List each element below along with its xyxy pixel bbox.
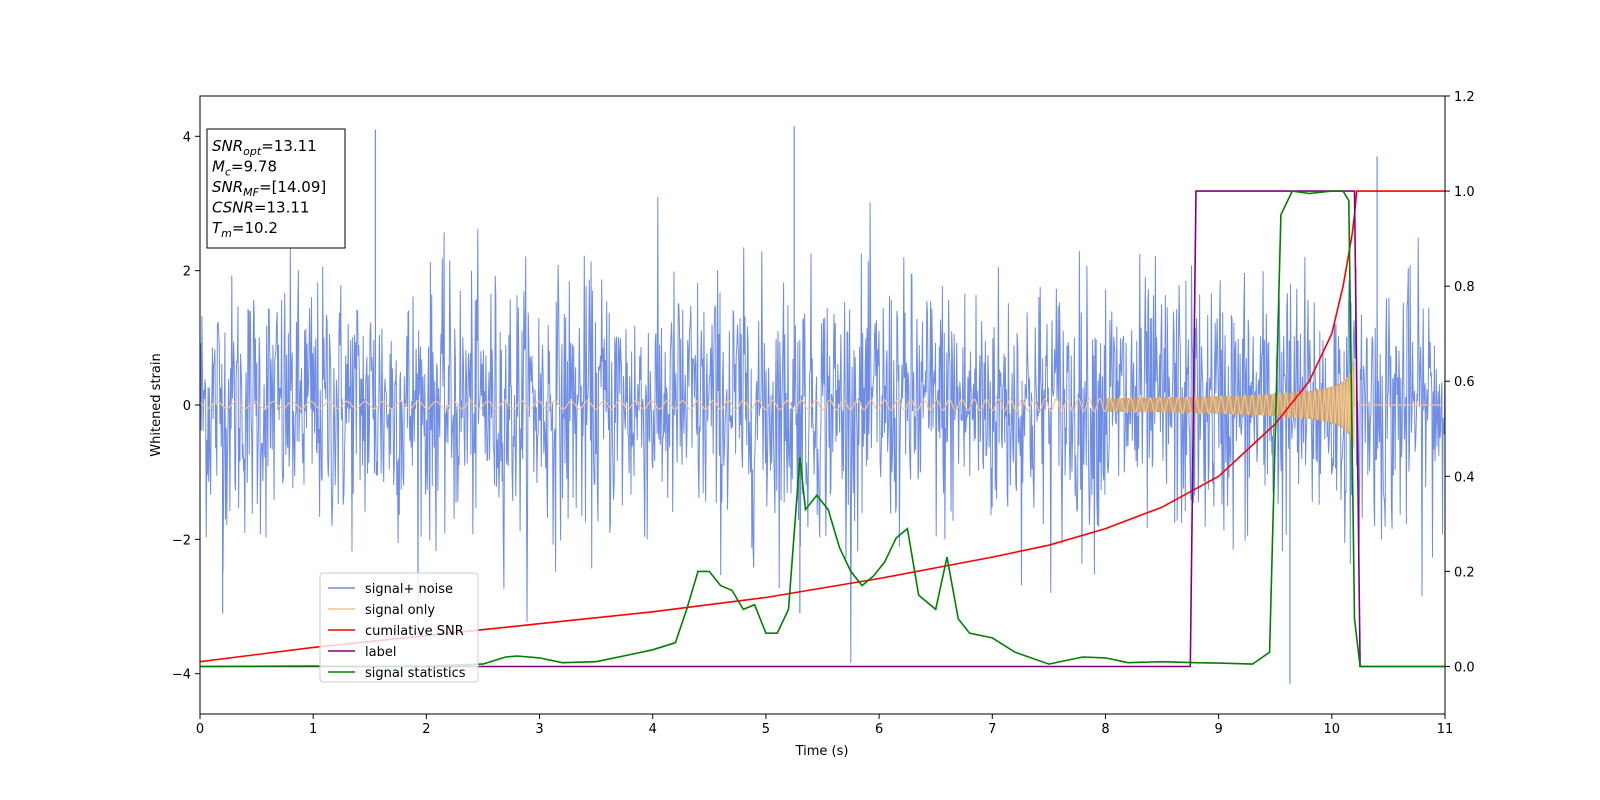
annotation-value: =13.11 xyxy=(254,199,310,217)
annotation-line: SNRopt=13.11 xyxy=(212,137,317,158)
annotation-variable: M xyxy=(212,158,225,176)
x-tick-label: 0 xyxy=(196,722,204,737)
x-axis-label: Time (s) xyxy=(795,744,849,759)
y-axis-label: Whitened strain xyxy=(149,353,164,456)
x-tick-label: 2 xyxy=(422,722,430,737)
legend-label: cumilative SNR xyxy=(365,624,464,639)
y-axis-right: 0.0 0.2 0.4 0.6 0.8 1.0 1.2 xyxy=(1445,90,1475,675)
x-tick-label: 3 xyxy=(535,722,543,737)
x-tick-label: 5 xyxy=(762,722,770,737)
x-tick-label: 1 xyxy=(309,722,317,737)
y-right-tick-label: 0.6 xyxy=(1454,375,1475,390)
y-left-tick-label: −4 xyxy=(172,668,191,683)
y-right-tick-label: 0.4 xyxy=(1454,470,1475,485)
annotation-box: SNRopt=13.11Mc=9.78SNRMF=[14.09]CSNR=13.… xyxy=(206,128,346,249)
legend-label: signal statistics xyxy=(365,666,466,681)
annotation-box-frame xyxy=(206,128,346,249)
series-signal-plus-noise xyxy=(200,126,1445,684)
annotation-variable: T xyxy=(212,219,223,237)
signal-statistics-line xyxy=(200,190,1445,668)
y-right-tick-label: 0.2 xyxy=(1454,565,1475,580)
legend-label: label xyxy=(365,645,396,660)
y-right-tick-label: 1.2 xyxy=(1454,90,1475,105)
y-right-tick-label: 0.0 xyxy=(1454,660,1475,675)
signal-plus-noise-line xyxy=(200,196,1445,664)
annotation-value: =9.78 xyxy=(231,158,277,176)
legend-label: signal only xyxy=(365,603,435,618)
y-axis-left: −4 −2 0 2 4 xyxy=(172,130,200,683)
annotation-line: CSNR=13.11 xyxy=(212,199,309,217)
y-left-tick-label: 4 xyxy=(183,130,191,145)
x-tick-label: 9 xyxy=(1214,722,1222,737)
x-tick-label: 10 xyxy=(1324,722,1341,737)
x-tick-label: 8 xyxy=(1101,722,1109,737)
signal-only-envelope xyxy=(1105,358,1355,452)
x-tick-label: 6 xyxy=(875,722,883,737)
y-left-tick-label: 2 xyxy=(183,265,191,280)
annotation-subscript: c xyxy=(225,166,231,179)
cumilative-snr-line xyxy=(200,190,1445,663)
annotation-value: =13.11 xyxy=(261,137,317,155)
series-signal-only xyxy=(200,358,1445,452)
y-right-tick-label: 1.0 xyxy=(1454,185,1475,200)
annotation-variable: SNR xyxy=(212,178,243,196)
signal-only-line xyxy=(200,368,1445,446)
annotation-value: =[14.09] xyxy=(259,178,326,196)
y-left-tick-label: −2 xyxy=(172,533,191,548)
x-tick-label: 4 xyxy=(649,722,657,737)
annotation-subscript: opt xyxy=(243,145,262,158)
annotation-variable: SNR xyxy=(212,137,243,155)
annotation-value: =10.2 xyxy=(232,219,278,237)
annotation-subscript: m xyxy=(221,227,232,240)
annotation-line: SNRMF=[14.09] xyxy=(212,178,326,199)
annotation-subscript: MF xyxy=(243,186,259,199)
y-left-tick-label: 0 xyxy=(183,399,191,414)
legend: signal+ noise signal only cumilative SNR la… xyxy=(319,572,479,683)
annotation-variable: CSNR xyxy=(212,199,254,217)
x-tick-label: 7 xyxy=(988,722,996,737)
x-axis: 0 1 2 3 4 5 6 7 8 9 10 11 xyxy=(196,714,1453,737)
plot-area xyxy=(200,126,1445,684)
annotation-line: Tm=10.2 xyxy=(212,219,278,240)
legend-label: signal+ noise xyxy=(365,582,453,597)
series-cumilative-snr xyxy=(200,190,1445,663)
legend-frame xyxy=(319,572,479,683)
y-right-tick-label: 0.8 xyxy=(1454,280,1475,295)
series-signal-statistics xyxy=(200,190,1445,668)
x-tick-label: 11 xyxy=(1437,722,1454,737)
annotation-line: Mc=9.78 xyxy=(212,158,277,179)
